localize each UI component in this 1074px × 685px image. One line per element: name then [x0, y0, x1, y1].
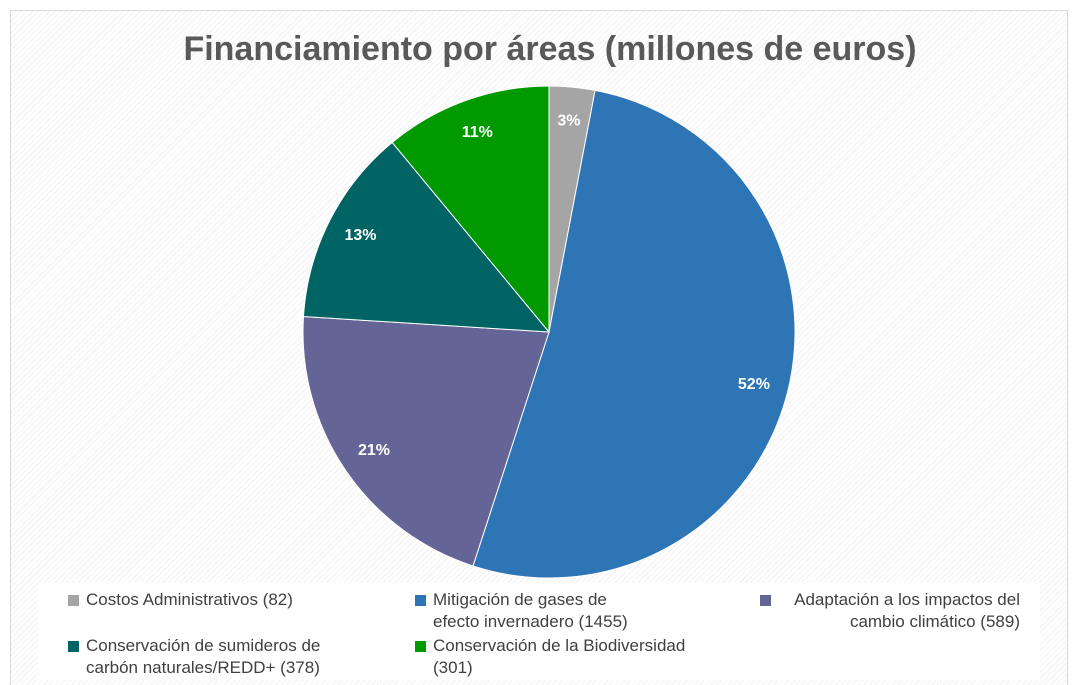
- pie-slice: [302, 316, 550, 567]
- legend-swatch: [760, 595, 771, 606]
- pie-slice: [391, 85, 550, 334]
- legend: Costos Administrativos (82) Mitigación de…: [38, 583, 1040, 680]
- legend-label: Mitigación de gases de efecto invernader…: [433, 590, 628, 631]
- legend-label: Conservación de sumideros de carbón natu…: [86, 636, 321, 677]
- legend-item: Adaptación a los impactos del cambio cli…: [760, 589, 1020, 633]
- legend-swatch: [68, 641, 79, 652]
- legend-swatch: [68, 595, 79, 606]
- legend-item: Conservación de sumideros de carbón natu…: [68, 635, 343, 679]
- legend-swatch: [415, 595, 426, 606]
- chart-title: Financiamiento por áreas (millones de eu…: [183, 30, 916, 68]
- legend-label: Adaptación a los impactos del cambio cli…: [794, 590, 1020, 631]
- legend-swatch: [415, 641, 426, 652]
- legend-item: Costos Administrativos (82): [68, 589, 388, 611]
- data-label: 21%: [358, 442, 390, 459]
- legend-item: Conservación de la Biodiversidad (301): [415, 635, 715, 679]
- data-label: 13%: [344, 227, 376, 244]
- data-label: 52%: [738, 376, 770, 393]
- legend-label: Costos Administrativos (82): [86, 590, 293, 609]
- pie-slice: [472, 89, 796, 579]
- legend-label: Conservación de la Biodiversidad (301): [433, 636, 686, 677]
- legend-item: Mitigación de gases de efecto invernader…: [415, 589, 630, 633]
- data-label: 3%: [557, 113, 580, 130]
- data-label: 11%: [462, 124, 493, 141]
- pie-slice: [302, 141, 551, 333]
